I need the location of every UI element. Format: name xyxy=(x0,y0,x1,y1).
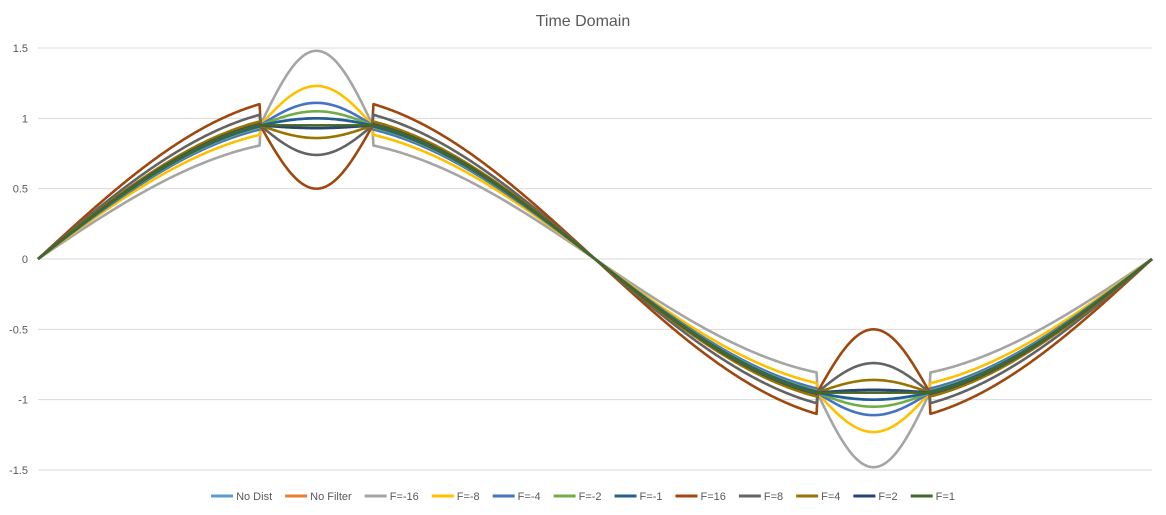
legend-label: No Dist xyxy=(236,491,272,503)
legend-label: F=2 xyxy=(878,491,897,503)
legend-label: F=1 xyxy=(936,491,955,503)
series-line-f-1 xyxy=(37,123,1153,395)
series-lines xyxy=(37,49,1153,469)
legend-label: F=-2 xyxy=(579,491,602,503)
legend-item: F=1 xyxy=(910,491,955,503)
y-axis-labels: 1.5 1 0.5 0 -0.5 -1 -1.5 xyxy=(9,43,28,477)
y-tick-label: -0.5 xyxy=(9,324,28,336)
legend-item: No Dist xyxy=(211,491,272,503)
y-tick-label: 1 xyxy=(22,113,28,125)
legend-item: F=16 xyxy=(675,491,726,503)
legend-item: F=-4 xyxy=(492,491,541,503)
legend-item: F=4 xyxy=(796,491,840,503)
y-tick-label: 0.5 xyxy=(13,184,28,196)
y-tick-label: -1 xyxy=(18,395,28,407)
legend-item: F=-16 xyxy=(364,491,419,503)
legend-item: F=-1 xyxy=(614,491,663,503)
legend-label: F=-4 xyxy=(518,491,541,503)
legend: No Dist No Filter F=-16 F=-8 F=-4 F=-2 F=-1 F=1… xyxy=(211,491,955,503)
legend-label: F=-16 xyxy=(390,491,419,503)
legend-label: No Filter xyxy=(310,491,352,503)
legend-label: F=-1 xyxy=(640,491,663,503)
legend-label: F=4 xyxy=(821,491,840,503)
y-tick-label: -1.5 xyxy=(9,465,28,477)
legend-item: No Filter xyxy=(285,491,352,503)
legend-item: F=-2 xyxy=(553,491,602,503)
y-tick-label: 1.5 xyxy=(13,43,28,55)
chart-title: Time Domain xyxy=(536,13,631,30)
legend-item: F=2 xyxy=(853,491,898,503)
y-tick-label: 0 xyxy=(22,254,28,266)
legend-item: F=-8 xyxy=(431,491,480,503)
legend-label: F=16 xyxy=(700,491,725,503)
legend-item: F=8 xyxy=(738,491,783,503)
legend-label: F=-8 xyxy=(457,491,480,503)
legend-label: F=8 xyxy=(764,491,783,503)
